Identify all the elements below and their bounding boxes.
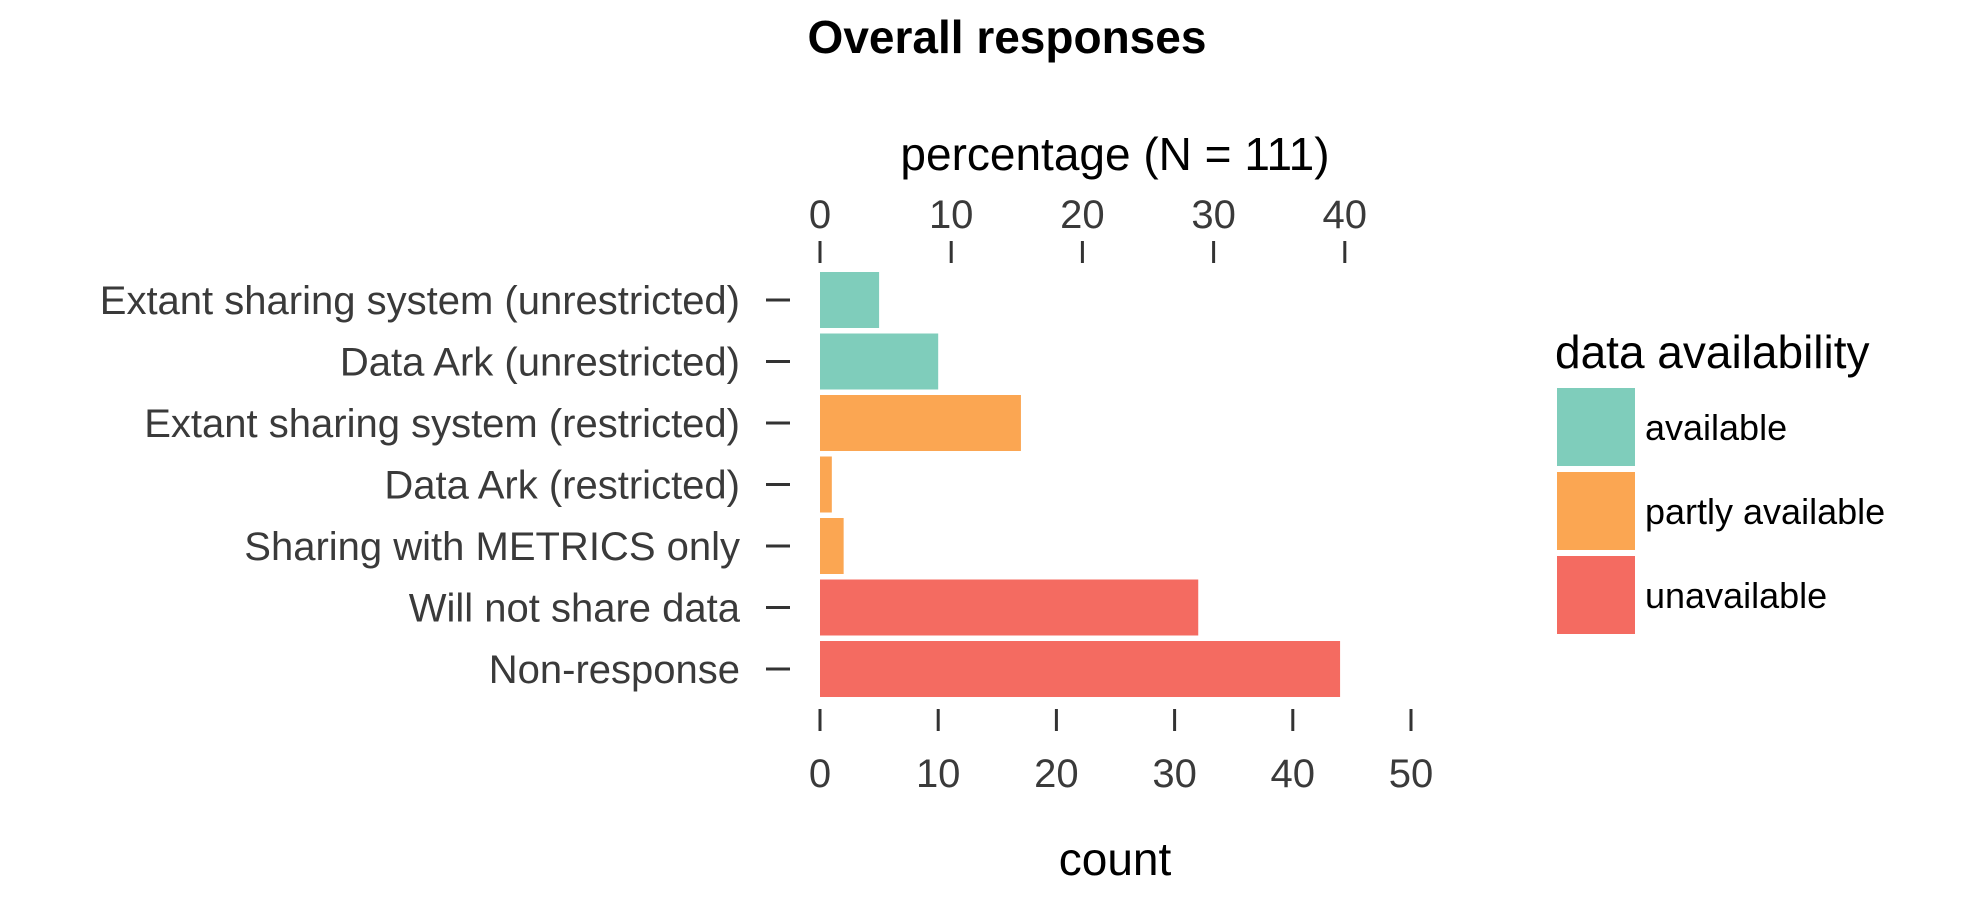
chart-title: Overall responses (808, 11, 1207, 63)
bar (820, 518, 844, 574)
category-label: Will not share data (409, 587, 741, 631)
category-label: Data Ark (restricted) (384, 464, 740, 508)
secondary-tick-label: 20 (1060, 193, 1105, 237)
bar (820, 579, 1199, 636)
legend-swatch (1557, 556, 1635, 634)
x-tick-label: 10 (916, 752, 961, 796)
secondary-tick-label: 10 (929, 193, 974, 237)
bars (820, 272, 1341, 697)
legend-label: partly available (1645, 491, 1885, 532)
bar (820, 333, 939, 390)
x-tick-label: 40 (1271, 752, 1316, 796)
legend-title: data availability (1555, 326, 1870, 378)
category-label: Extant sharing system (restricted) (144, 402, 740, 446)
bar (820, 272, 880, 328)
x-tick-label: 20 (1034, 752, 1079, 796)
bar (820, 456, 832, 513)
legend-label: available (1645, 407, 1787, 448)
category-label: Non-response (489, 648, 740, 692)
bottom-axis: 0 10 20 30 40 50 (809, 709, 1433, 796)
legend-swatch (1557, 388, 1635, 466)
secondary-tick-label: 40 (1323, 193, 1368, 237)
x-tick-label: 0 (809, 752, 831, 796)
x-tick-label: 30 (1152, 752, 1197, 796)
bar (820, 641, 1341, 697)
legend-swatch (1557, 472, 1635, 550)
category-label: Extant sharing system (unrestricted) (100, 279, 740, 323)
secondary-tick-label: 30 (1191, 193, 1236, 237)
bar (820, 395, 1021, 451)
legend-label: unavailable (1645, 575, 1827, 616)
category-labels: Extant sharing system (unrestricted) Data… (100, 279, 790, 692)
category-label: Sharing with METRICS only (244, 525, 740, 569)
secondary-tick-label: 0 (809, 193, 831, 237)
x-axis-title: count (1059, 833, 1172, 885)
secondary-axis-title: percentage (N = 111) (900, 128, 1329, 180)
category-label: Data Ark (unrestricted) (340, 341, 740, 385)
legend: data availability available partly availa… (1555, 326, 1885, 634)
top-axis: 0 10 20 30 40 (809, 193, 1367, 263)
x-tick-label: 50 (1389, 752, 1434, 796)
